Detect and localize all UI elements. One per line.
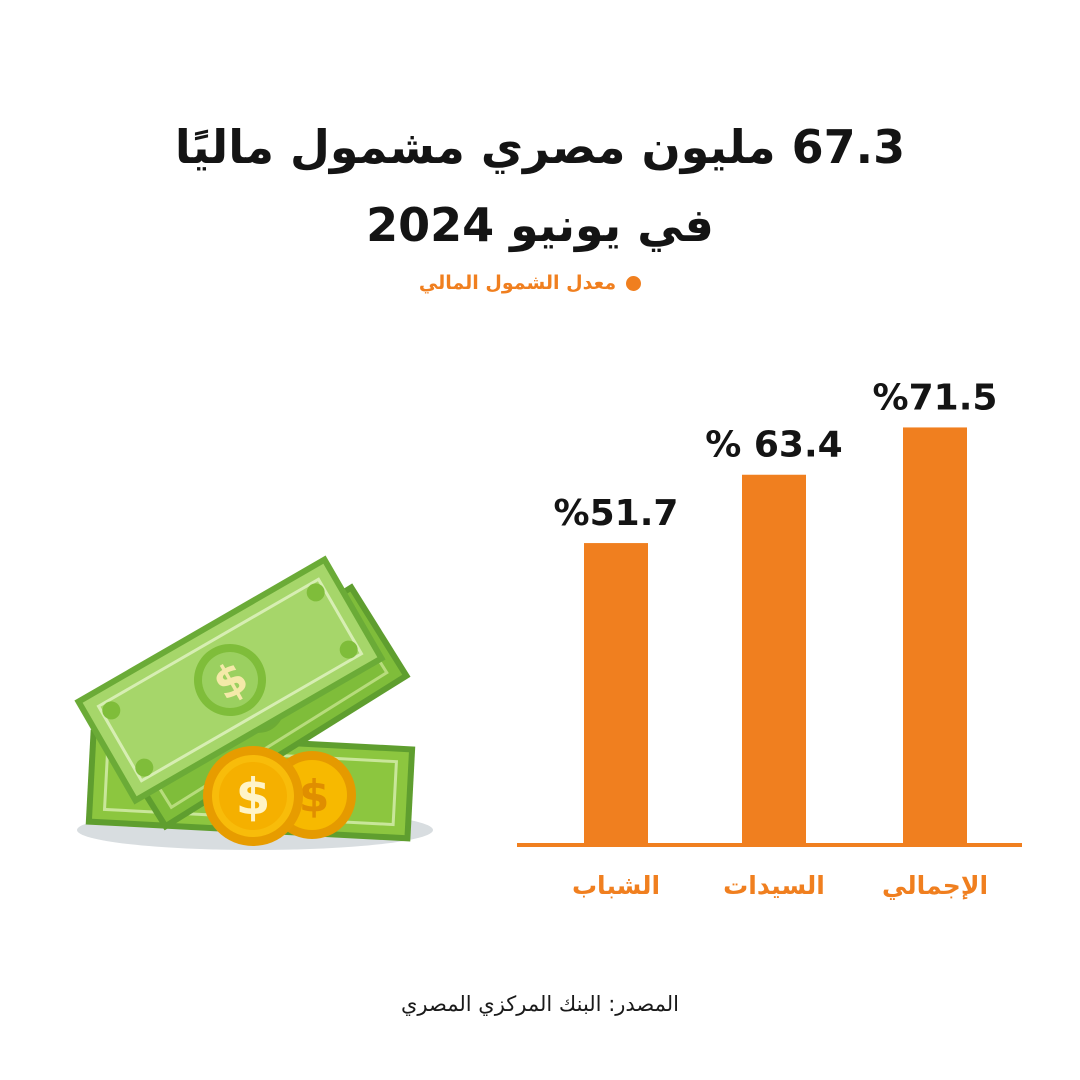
bar-group: %51.7 الشباب % 63.4 السيدات %71.5 الإجمالي <box>554 377 998 900</box>
bar-value-label-1: % 63.4 <box>705 425 842 466</box>
legend-dot-icon <box>626 276 642 291</box>
svg-text:$: $ <box>236 768 271 826</box>
bar-1 <box>742 474 806 845</box>
bar-0 <box>584 543 648 845</box>
category-label-0: الشباب <box>572 871 660 900</box>
chart-legend: معدل الشمول المالي <box>380 268 680 298</box>
money-cash-coins-icon: $ $ $ <box>74 555 433 850</box>
source-note: المصدر: البنك المركزي المصري <box>400 992 680 1016</box>
title-line-2: في يونيو 2024 <box>366 198 714 252</box>
category-label-1: السيدات <box>723 871 825 900</box>
legend-label: معدل الشمول المالي <box>418 272 617 294</box>
page-title: 67.3 مليون مصري مشمول ماليًا في يونيو 20… <box>0 108 1080 264</box>
bar-value-label-0: %51.7 <box>554 493 679 534</box>
bar-2 <box>903 427 967 845</box>
category-label-2: الإجمالي <box>882 871 988 900</box>
svg-text:$: $ <box>299 771 330 822</box>
bar-value-label-2: %71.5 <box>873 377 998 418</box>
title-line-1: 67.3 مليون مصري مشمول ماليًا <box>174 120 906 174</box>
